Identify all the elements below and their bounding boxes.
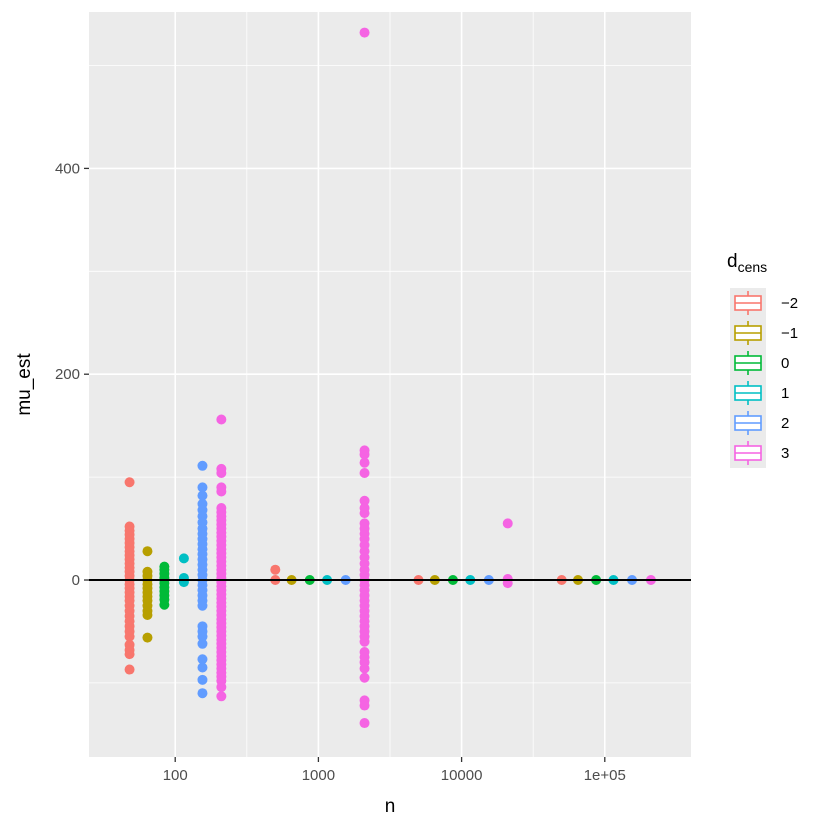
data-point	[216, 467, 227, 478]
data-point	[124, 649, 135, 660]
data-point	[197, 662, 208, 673]
data-point	[142, 609, 153, 620]
data-point	[197, 654, 208, 665]
data-point	[197, 631, 208, 642]
legend: dcens −2 −1 0 1 2 3	[727, 251, 798, 468]
x-tick-label: 10000	[441, 767, 483, 784]
data-point	[359, 636, 370, 647]
data-point	[197, 460, 208, 471]
data-point	[178, 577, 189, 588]
legend-label: 3	[781, 445, 789, 462]
legend-key	[730, 348, 766, 378]
axes: 0 200 400 100 1000 10000 1e+05 n mu_est	[14, 160, 626, 817]
data-point	[197, 482, 208, 493]
data-point	[124, 631, 135, 642]
data-point	[124, 477, 135, 488]
data-point	[359, 449, 370, 460]
legend-label: 0	[781, 355, 789, 372]
data-point	[159, 599, 170, 610]
legend-key	[730, 378, 766, 408]
legend-label: −2	[781, 295, 798, 312]
legend-key	[730, 288, 766, 318]
legend-label: 1	[781, 385, 789, 402]
data-point	[359, 718, 370, 729]
x-tick-label: 100	[163, 767, 188, 784]
legend-title: dcens	[727, 251, 767, 275]
y-tick-label: 0	[72, 572, 80, 589]
data-point	[197, 638, 208, 649]
data-point	[359, 700, 370, 711]
data-point	[142, 546, 153, 557]
data-point	[216, 682, 227, 693]
x-tick-label: 1000	[302, 767, 335, 784]
legend-label: 2	[781, 415, 789, 432]
legend-label: −1	[781, 325, 798, 342]
data-point	[178, 553, 189, 564]
legend-key	[730, 318, 766, 348]
data-point	[216, 414, 227, 425]
x-tick-label: 1e+05	[584, 767, 626, 784]
data-point	[216, 486, 227, 497]
data-point	[359, 663, 370, 674]
data-point	[270, 564, 281, 575]
data-points	[124, 27, 656, 729]
data-point	[359, 457, 370, 468]
data-point	[197, 688, 208, 699]
data-point	[359, 495, 370, 506]
legend-key	[730, 438, 766, 468]
x-axis-title: n	[385, 796, 396, 817]
legend-key	[730, 408, 766, 438]
data-point	[197, 600, 208, 611]
data-point	[359, 467, 370, 478]
data-point	[142, 632, 153, 643]
data-point	[124, 664, 135, 675]
data-point	[216, 691, 227, 702]
y-axis-title: mu_est	[14, 353, 35, 416]
data-point	[359, 27, 370, 38]
data-point	[197, 490, 208, 501]
y-tick-label: 200	[55, 366, 80, 383]
data-point	[502, 518, 513, 529]
y-tick-label: 400	[55, 160, 80, 177]
data-point	[197, 674, 208, 685]
data-point	[359, 672, 370, 683]
data-point	[359, 508, 370, 519]
